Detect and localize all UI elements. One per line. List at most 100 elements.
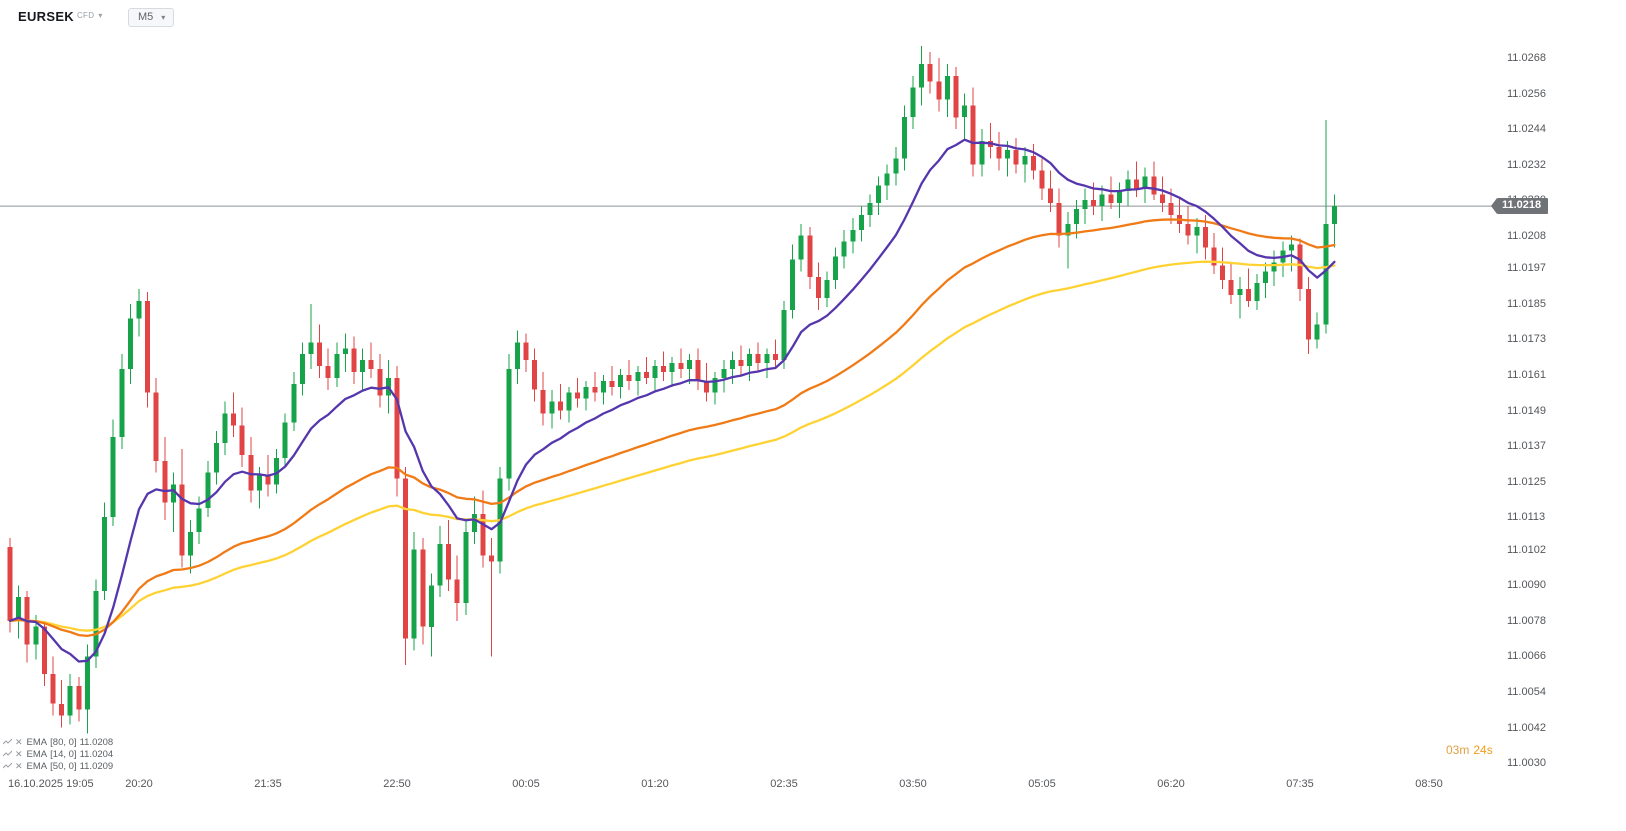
candle-body [910,87,916,118]
candle-body [1254,283,1260,301]
candle-body [1263,271,1269,284]
candle-body [738,360,744,366]
candle-body [996,146,1002,159]
candle-body [368,360,374,369]
candle-body [1005,149,1011,159]
indicator-name: EMA [26,736,48,748]
candle-body [506,369,512,479]
candle-body [1288,244,1294,251]
candle-body [222,413,228,444]
indicator-value: 11.0209 [79,760,114,772]
indicator-name: EMA [26,760,48,772]
candle-body [953,75,959,118]
candle-body [944,75,950,100]
ema-80-line [8,260,1336,632]
candle-body [858,215,864,230]
candle-body [1013,149,1019,165]
candle-body [678,363,684,369]
candle-body [1073,209,1079,224]
candle-body [1125,179,1131,192]
price-axis-label: 11.0185 [1507,297,1546,310]
candle-body [557,401,563,411]
candle-body [179,484,185,556]
candle-body [876,185,882,204]
candle-body [1306,289,1312,340]
candle-body [231,413,237,426]
candle-body [1134,179,1140,189]
candle-body [532,360,538,390]
candle-body [1039,170,1045,189]
candle-body [1271,262,1277,272]
candle-body [600,380,606,393]
candle-body [798,235,804,260]
candle-body [583,386,589,399]
chevron-down-icon[interactable]: ▾ [98,11,103,20]
candle-body [1108,194,1114,204]
candle-body [1142,176,1148,189]
candle-body [592,386,598,393]
timeframe-selector[interactable]: M5 ▾ [128,8,175,27]
candle-body [626,375,632,381]
price-axis-label: 11.0149 [1507,404,1546,417]
price-axis-label: 11.0090 [1507,579,1546,592]
candle-body [970,105,976,165]
indicator-value: 11.0204 [79,748,114,760]
candle-body [695,360,701,381]
instrument-type-tag: CFD [76,11,95,20]
candle-body [661,366,667,372]
candle-body [282,422,288,458]
candle-body [342,348,348,355]
candle-body [549,401,555,414]
candle-body [454,579,460,603]
candle-body [523,342,529,361]
candle-countdown-timer: 03m 24s [1446,743,1493,757]
price-axis-label: 11.0197 [1507,262,1546,275]
candle-body [360,360,366,372]
candle-body [1048,188,1054,204]
candle-body [317,342,323,367]
countdown-minutes: 03m [1446,743,1470,757]
indicator-curve-icon [3,762,12,771]
indicator-row-ema-50[interactable]: ✕ EMA [50, 0] 11.0209 [3,760,116,772]
candle-body [781,309,787,361]
candle-body [635,372,641,381]
ema-50-line [8,218,1336,638]
candle-body [1314,324,1320,340]
price-axis-label: 11.0078 [1507,614,1546,627]
price-axis-label: 11.0125 [1507,475,1546,488]
indicator-legend: ✕ EMA [80, 0] 11.0208 ✕ EMA [14, 0] 11.0… [3,736,116,772]
candle-body [265,475,271,485]
candle-body [841,241,847,257]
candle-body [1237,289,1243,295]
timeframe-label: M5 [138,11,154,23]
candle-body [463,531,469,603]
candle-body [437,543,443,586]
indicator-row-ema-14[interactable]: ✕ EMA [14, 0] 11.0204 [3,748,116,760]
candle-body [1185,223,1191,236]
close-indicator-icon[interactable]: ✕ [15,760,23,771]
candle-body [403,478,409,639]
candle-body [962,105,968,118]
candle-body [807,235,813,278]
instrument-header[interactable]: EURSEK CFD ▾ [18,9,102,24]
candle-body [609,380,615,387]
price-axis-label: 11.0208 [1507,229,1546,242]
candle-body [867,203,873,215]
price-axis-label: 11.0244 [1507,123,1546,136]
indicator-name: EMA [26,748,48,760]
indicator-row-ema-80[interactable]: ✕ EMA [80, 0] 11.0208 [3,736,116,748]
symbol-name: EURSEK [18,9,74,24]
close-indicator-icon[interactable]: ✕ [15,748,23,759]
candles [7,46,1337,734]
candle-body [790,259,796,310]
price-axis-label: 11.0102 [1507,543,1546,556]
candle-body [76,686,82,710]
candle-body [575,392,581,399]
price-axis-scale[interactable]: 11.026811.025611.024411.023211.022011.02… [1502,0,1626,831]
candle-body [643,372,649,378]
ema-14-line [8,138,1336,663]
close-indicator-icon[interactable]: ✕ [15,736,23,747]
candle-body [936,81,942,100]
